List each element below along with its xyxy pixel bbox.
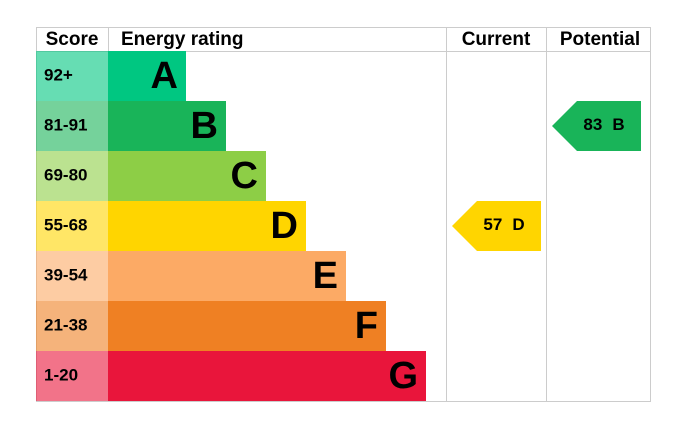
header-score: Score xyxy=(46,29,99,50)
rating-bar xyxy=(108,151,266,201)
rating-bar xyxy=(108,251,346,301)
rating-bar xyxy=(108,201,306,251)
potential-label: 83 B xyxy=(583,115,624,134)
rating-bar xyxy=(108,51,186,101)
current-arrow xyxy=(452,201,541,251)
score-range: 81-91 xyxy=(44,115,87,134)
rating-letter: A xyxy=(151,55,178,97)
score-cell xyxy=(36,301,108,351)
score-cell xyxy=(36,201,108,251)
score-range: 92+ xyxy=(44,65,73,84)
rating-letter: B xyxy=(191,105,218,147)
score-range: 21-38 xyxy=(44,315,87,334)
score-range: 55-68 xyxy=(44,215,87,234)
header-energy-rating: Energy rating xyxy=(121,29,243,50)
current-score: 57 xyxy=(483,215,502,234)
score-range: 39-54 xyxy=(44,265,88,284)
rating-letter: C xyxy=(231,155,258,197)
rating-bar xyxy=(108,351,426,401)
header-potential: Potential xyxy=(560,29,640,50)
score-cell xyxy=(36,101,108,151)
score-cell xyxy=(36,351,108,401)
score-range: 69-80 xyxy=(44,165,87,184)
potential-score: 83 xyxy=(583,115,602,134)
rating-letter: G xyxy=(388,355,418,397)
score-cell xyxy=(36,151,108,201)
potential-rating: B xyxy=(612,115,624,134)
rating-bar xyxy=(108,301,386,351)
score-cell xyxy=(36,251,108,301)
rating-letter: D xyxy=(271,205,298,247)
current-label: 57 D xyxy=(483,215,524,234)
score-cell xyxy=(36,51,108,101)
current-rating: D xyxy=(512,215,524,234)
header-current: Current xyxy=(462,29,531,50)
rating-letter: F xyxy=(355,305,378,347)
score-range: 1-20 xyxy=(44,365,78,384)
rating-letter: E xyxy=(313,255,338,297)
potential-arrow xyxy=(552,101,641,151)
rating-bar xyxy=(108,101,226,151)
